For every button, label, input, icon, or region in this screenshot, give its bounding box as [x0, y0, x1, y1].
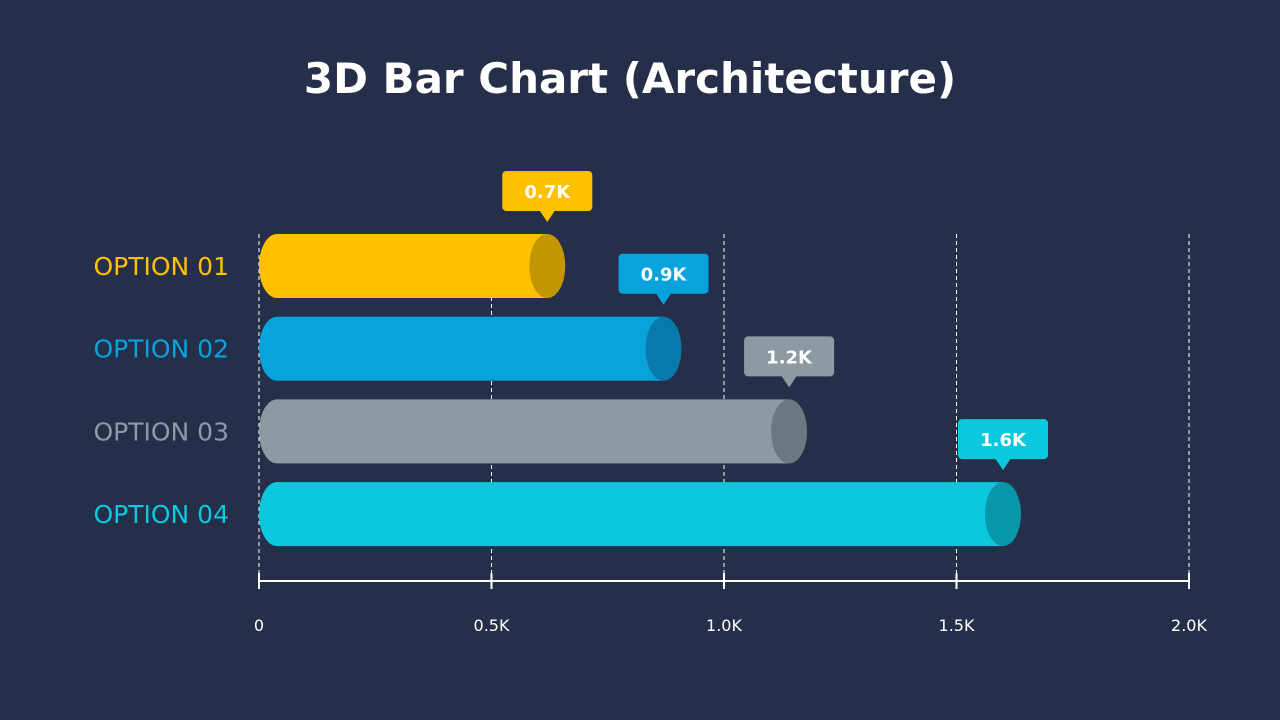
data-label: 1.2K [766, 347, 813, 368]
x-axis: 0 0.5K 1.0K 1.5K 2.0K [254, 573, 1207, 635]
data-label-callout: 1.2K [744, 336, 835, 388]
callout-box [744, 336, 835, 377]
bars [259, 234, 1021, 547]
x-tick-label: 0 [254, 616, 264, 635]
callout-pointer [781, 375, 798, 388]
bar-body [277, 399, 790, 464]
bar-2 [259, 316, 682, 381]
callout-pointer [655, 292, 672, 305]
bar-end-cap [985, 482, 1021, 547]
callout-pointer [995, 458, 1011, 471]
data-label-callout: 1.6K [958, 419, 1048, 471]
data-label-callout: 0.7K [502, 171, 593, 222]
data-label: 0.9K [641, 265, 688, 286]
x-tick-label: 1.5K [939, 616, 975, 635]
callout-box [958, 419, 1048, 460]
bar-body [277, 234, 548, 298]
bar-4 [259, 482, 1021, 547]
callout-box [502, 171, 593, 211]
bar-1 [259, 234, 566, 298]
category-label: OPTION 04 [93, 500, 229, 529]
bar-end-cap [771, 399, 808, 464]
category-label: OPTION 03 [93, 417, 229, 446]
bar-end-cap [645, 316, 682, 381]
bar-3 [259, 399, 808, 464]
bar-body [277, 482, 1003, 547]
x-tick-label: 0.5K [474, 616, 510, 635]
bar-body [277, 316, 664, 381]
category-label: OPTION 01 [93, 252, 229, 281]
data-label: 0.7K [524, 182, 571, 203]
chart-title: 3D Bar Chart (Architecture) [304, 54, 956, 103]
callout-box [618, 253, 709, 294]
data-labels: 0.7K 0.9K 1.2K 1.6K [502, 171, 1048, 471]
category-labels: OPTION 01 OPTION 02 OPTION 03 OPTION 04 [93, 252, 229, 529]
x-tick-label: 2.0K [1171, 616, 1207, 635]
callout-pointer [539, 210, 556, 222]
bar-end-cap [529, 234, 566, 298]
data-label-callout: 0.9K [618, 253, 709, 305]
category-label: OPTION 02 [93, 335, 229, 364]
x-tick-label: 1.0K [706, 616, 742, 635]
data-label: 1.6K [980, 430, 1027, 451]
